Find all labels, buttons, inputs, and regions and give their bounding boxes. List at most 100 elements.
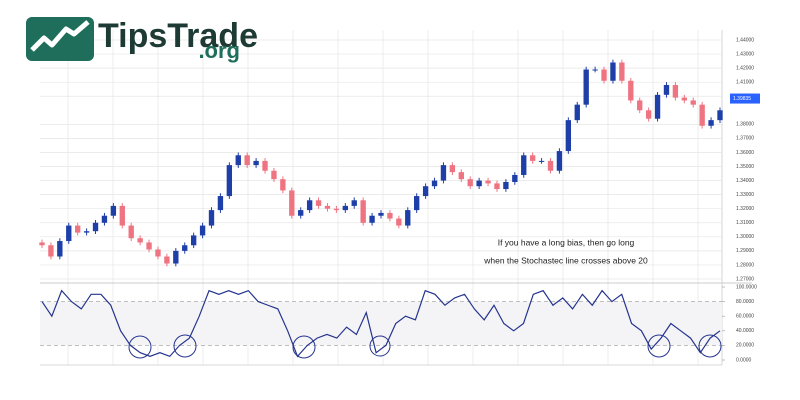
cross-markers <box>128 334 722 359</box>
candle-body <box>298 210 304 216</box>
candle-body <box>173 250 179 264</box>
plot <box>39 59 723 358</box>
oscillator-band <box>40 301 722 346</box>
y-tick-label: 40.0000 <box>736 328 754 334</box>
candle-body <box>565 120 572 152</box>
y-tick-label: 1.28000 <box>736 262 754 268</box>
candle-body <box>57 241 63 257</box>
candle-body <box>699 104 705 126</box>
candle-body <box>458 172 464 180</box>
candle-body <box>387 212 393 219</box>
candle-body <box>485 180 491 184</box>
candle-body <box>324 205 331 209</box>
candle-body <box>529 155 536 161</box>
candle-body <box>128 225 134 239</box>
candle-body <box>556 151 563 171</box>
candle-body <box>378 212 384 216</box>
last-price-box <box>730 93 760 104</box>
circle <box>647 334 671 358</box>
candle-body <box>351 200 357 206</box>
candle-body <box>369 215 375 223</box>
candle-body <box>39 242 45 246</box>
candle-body <box>226 165 233 197</box>
candle-body <box>717 110 723 121</box>
candle-body <box>708 120 714 126</box>
candle-body <box>333 208 340 211</box>
y-tick-label: 1.29000 <box>736 248 754 254</box>
candle-body <box>672 84 679 98</box>
y-tick-label: 1.35000 <box>736 164 754 170</box>
candle-body <box>253 160 259 166</box>
candle-body <box>574 104 580 121</box>
y-tick-label: 1.37000 <box>736 136 754 142</box>
candle-body <box>342 205 348 211</box>
candle-body <box>583 69 589 105</box>
annotation: when the Stochastec line crosses above 2… <box>483 255 648 265</box>
grid <box>40 30 752 366</box>
candle-body <box>422 186 429 197</box>
candle-body <box>663 84 670 95</box>
y-tick-label: 1.44000 <box>736 37 754 43</box>
brand-suffix: .org <box>198 38 240 63</box>
candle-body <box>137 238 143 243</box>
candle-body <box>155 249 161 257</box>
candle-body <box>601 69 607 81</box>
candle-body <box>75 225 81 233</box>
candle-body <box>610 62 616 81</box>
candle-body <box>449 165 456 173</box>
candle-body <box>280 179 286 191</box>
candle-body <box>645 110 652 119</box>
candle-body <box>199 225 206 236</box>
candle-body <box>503 181 509 190</box>
y-tick-label: 80.0000 <box>736 299 754 305</box>
circle <box>698 334 722 358</box>
candle-body <box>521 155 527 175</box>
candle-body <box>83 231 90 233</box>
y-tick-label: 1.33000 <box>736 192 754 198</box>
circle <box>369 335 391 357</box>
y-tick-label: 0.0000 <box>736 357 752 363</box>
y-tick-label: 1.30000 <box>736 234 754 240</box>
candle-body <box>690 100 696 105</box>
candle-body <box>440 165 447 181</box>
annotation: If you have a long bias, then go long <box>498 237 635 247</box>
candle-body <box>360 200 366 223</box>
candle-body <box>217 196 224 211</box>
candle-body <box>190 235 197 246</box>
candle-body <box>396 218 402 226</box>
candle-body <box>315 200 322 206</box>
candle-body <box>164 256 170 264</box>
candle-body <box>208 210 215 226</box>
y-tick-label: 1.27000 <box>736 276 754 282</box>
candle-body <box>414 196 420 211</box>
candle-body <box>637 100 643 111</box>
y-tick-label: 1.42000 <box>736 65 754 71</box>
candle-body <box>244 155 250 166</box>
candle-body <box>92 222 99 232</box>
candle-body <box>654 94 661 119</box>
candle-body <box>235 155 241 166</box>
y-tick-label: 1.31000 <box>736 220 754 226</box>
candle-body <box>271 170 277 180</box>
stochastic-line <box>41 289 721 358</box>
candle-body <box>110 205 117 216</box>
candle-body <box>628 80 634 101</box>
y-tick-label: 60.0000 <box>736 314 754 320</box>
circle <box>128 335 152 359</box>
candle-body <box>512 174 518 182</box>
candle-body <box>146 242 152 250</box>
logo-arrow <box>30 20 90 52</box>
y-tick-label: 1.32000 <box>736 206 754 212</box>
candle-body <box>547 160 554 171</box>
circle <box>173 334 197 358</box>
y-tick-label: 20.0000 <box>736 343 754 349</box>
last-price-label: 1.39835 <box>733 96 751 102</box>
circle <box>292 335 316 359</box>
candle-body <box>476 180 482 187</box>
candle-body <box>289 190 295 216</box>
candle-body <box>66 225 72 242</box>
candle-body <box>592 69 598 71</box>
candle-body <box>101 215 108 223</box>
y-tick-label: 1.41000 <box>736 80 754 86</box>
